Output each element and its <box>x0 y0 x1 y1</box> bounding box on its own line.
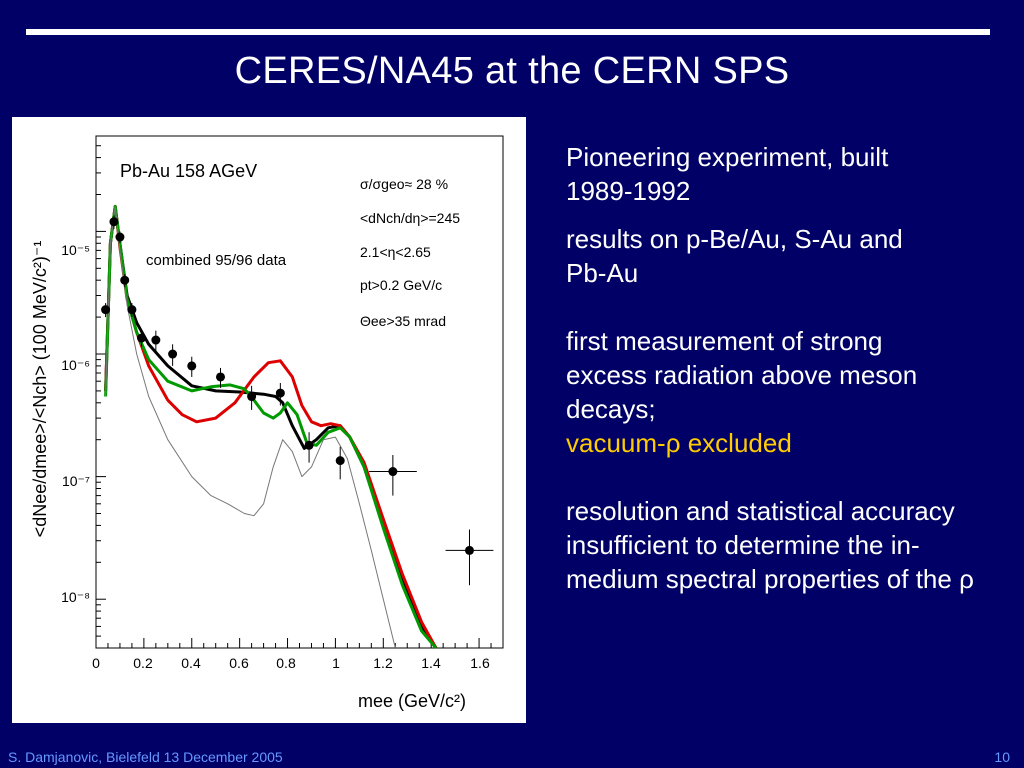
data-point <box>136 333 146 343</box>
y-tick-label: 10⁻⁸ <box>61 589 90 605</box>
model-curve <box>105 205 396 649</box>
bullet-text: first measurement of strong excess radia… <box>566 326 918 424</box>
data-point <box>101 305 111 315</box>
data-point <box>388 467 398 477</box>
data-point <box>464 545 474 555</box>
dataset-annotation: combined 95/96 data <box>146 252 287 269</box>
data-point <box>151 335 161 345</box>
data-point <box>247 392 257 402</box>
slide-title: CERES/NA45 at the CERN SPS <box>234 50 790 92</box>
x-tick-label: 1.4 <box>421 655 441 671</box>
cut-annotation: <dNch/dη>=245 <box>360 210 460 226</box>
data-point <box>304 440 314 450</box>
data-point <box>168 349 178 359</box>
model-curve <box>104 204 438 649</box>
model-curve <box>104 204 438 649</box>
bullet-item: Pioneering experiment, built 1989-1992 <box>566 142 889 206</box>
x-tick-label: 0.4 <box>181 655 201 671</box>
cut-annotation: 2.1<η<2.65 <box>360 244 431 260</box>
system-annotation: Pb-Au 158 AGeV <box>120 161 257 181</box>
data-point <box>120 275 130 285</box>
bullet-item: resolution and statistical accuracy insu… <box>566 496 974 594</box>
bullet-item: first measurement of strong excess radia… <box>566 324 926 460</box>
x-tick-label: 0.6 <box>229 655 249 671</box>
page-number: 10 <box>994 749 1010 765</box>
data-point <box>115 232 125 242</box>
cut-annotation: Θee>35 mrad <box>360 313 446 329</box>
data-point <box>187 361 197 371</box>
data-point <box>275 388 285 398</box>
bullet-item: results on p-Be/Au, S-Au and Pb-Au <box>566 224 903 288</box>
bullet-list: Pioneering experiment, built 1989-1992 r… <box>566 140 1006 596</box>
x-tick-label: 1.6 <box>470 655 490 671</box>
y-tick-label: 10⁻⁶ <box>61 357 90 373</box>
footer-author: S. Damjanovic, Bielefeld 13 December 200… <box>8 749 283 765</box>
title-underline <box>26 29 990 35</box>
x-tick-label: 1 <box>332 655 340 671</box>
spectrum-plot: 0 0.2 0.4 0.6 0.8 1 1.2 1.4 1.6 10⁻⁵ 10⁻… <box>12 117 526 723</box>
model-curve <box>104 204 438 649</box>
x-axis-label: mee (GeV/c²) <box>358 691 466 711</box>
dilepton-mass-spectrum-chart: 0 0.2 0.4 0.6 0.8 1 1.2 1.4 1.6 10⁻⁵ 10⁻… <box>30 135 504 711</box>
y-tick-label: 10⁻⁵ <box>61 242 90 258</box>
data-point <box>335 456 345 466</box>
x-tick-label: 0 <box>92 655 100 671</box>
data-point <box>109 217 119 227</box>
data-point <box>127 305 137 315</box>
data-point <box>215 372 225 382</box>
y-tick-label: 10⁻⁷ <box>62 473 90 489</box>
x-tick-label: 1.2 <box>373 655 393 671</box>
x-tick-label: 0.2 <box>133 655 153 671</box>
y-axis-label: <dNee/dmee>/<Nch> (100 MeV/c²)⁻¹ <box>30 241 50 538</box>
cut-annotation: pt>0.2 GeV/c <box>360 277 442 293</box>
bullet-highlight: vacuum-ρ excluded <box>566 428 792 458</box>
x-tick-label: 0.8 <box>276 655 296 671</box>
cut-annotation: σ/σgeo≈ 28 % <box>360 176 448 192</box>
